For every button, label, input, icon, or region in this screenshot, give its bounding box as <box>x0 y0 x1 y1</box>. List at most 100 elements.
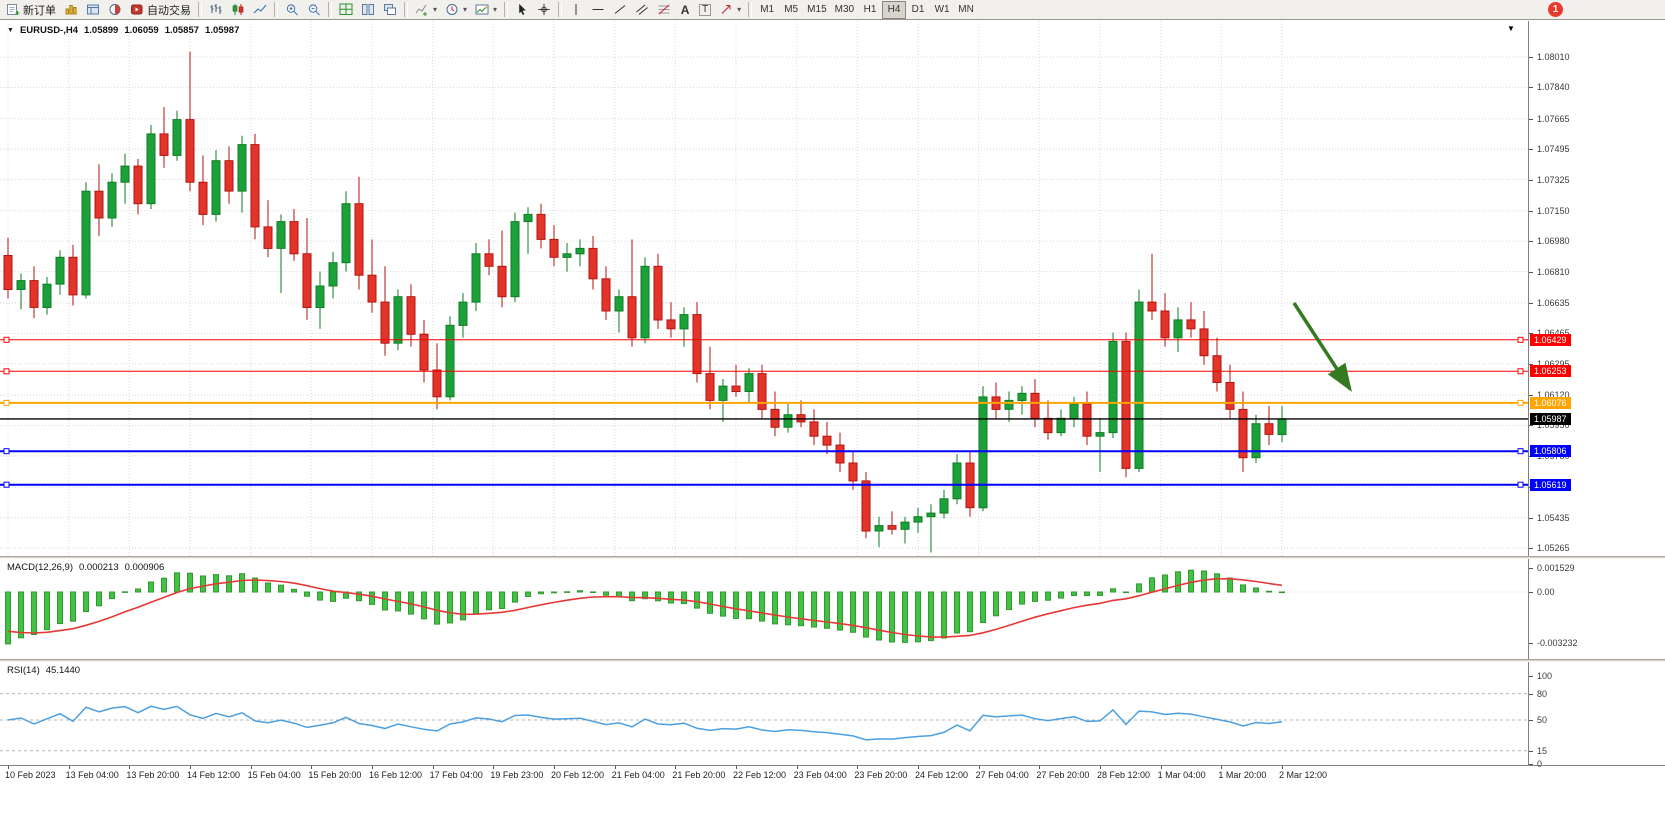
new-order-button[interactable]: 新订单 <box>2 1 60 19</box>
axis-tick-mark <box>1529 676 1533 677</box>
time-label: 15 Feb 04:00 <box>247 770 301 780</box>
panel-splitter[interactable] <box>0 556 1665 559</box>
data-window-button[interactable] <box>104 1 126 19</box>
periods-button[interactable]: ▾ <box>441 1 471 19</box>
axis-tick-mark <box>978 766 980 769</box>
text-tool-button[interactable]: A <box>675 1 695 19</box>
axis-tick-mark <box>432 766 434 769</box>
panel-splitter[interactable] <box>0 659 1665 662</box>
timeframe-m5-button[interactable]: M5 <box>779 1 803 19</box>
label-icon: T <box>699 3 712 16</box>
rsi-chart-svg[interactable] <box>0 662 1528 765</box>
channel-button[interactable] <box>631 1 653 19</box>
tile-windows-button[interactable] <box>335 1 357 19</box>
toolbar-separator <box>328 2 332 17</box>
time-label: 1 Mar 04:00 <box>1157 770 1206 780</box>
vertical-line-button[interactable] <box>565 1 587 19</box>
rsi-scale-label: 80 <box>1537 689 1548 699</box>
macd-chart-svg[interactable] <box>0 559 1528 659</box>
time-axis[interactable]: 10 Feb 2023 13 Feb 04:00 13 Feb 20:00 14 Fe… <box>0 766 1665 784</box>
cascade-windows-button[interactable] <box>379 1 401 19</box>
data-window-icon <box>109 4 121 15</box>
time-label: 23 Feb 20:00 <box>854 770 908 780</box>
axis-tick-mark <box>918 766 919 769</box>
price-tick: 1.05435 <box>1537 513 1570 523</box>
tile-vertical-icon <box>362 4 374 15</box>
timeframe-mn-button[interactable]: MN <box>954 1 978 19</box>
bars-chart-button[interactable] <box>205 1 227 19</box>
chart-close-value: 1.05987 <box>205 25 240 36</box>
notification-badge[interactable]: 1 <box>1548 2 1563 17</box>
time-axis-separator <box>0 765 1665 766</box>
indicators-button[interactable]: ▾ <box>411 1 441 19</box>
market-watch-button[interactable] <box>60 1 82 19</box>
main-chart-svg[interactable] <box>0 21 1528 556</box>
arrows-tool-button[interactable]: ▾ <box>715 1 745 19</box>
new-order-icon <box>7 4 20 15</box>
axis-tick-mark <box>1529 751 1533 752</box>
price-tick: 1.05950 <box>1537 420 1570 430</box>
hline-icon <box>592 9 604 10</box>
time-label: 27 Feb 20:00 <box>1036 770 1090 780</box>
crosshair-button[interactable] <box>533 1 555 19</box>
templates-button[interactable]: ▾ <box>471 1 501 19</box>
axis-tick-mark <box>1529 643 1533 644</box>
time-label: 17 Feb 04:00 <box>429 770 483 780</box>
label-tool-button[interactable]: T <box>695 1 715 19</box>
rsi-panel[interactable]: RSI(14) 45.1440 <box>0 662 1528 765</box>
timeframe-m15-button[interactable]: M15 <box>803 1 830 19</box>
candles-chart-button[interactable] <box>227 1 249 19</box>
axis-tick-mark <box>1529 87 1533 88</box>
timeframe-m30-button[interactable]: M30 <box>831 1 858 19</box>
time-label: 28 Feb 12:00 <box>1097 770 1151 780</box>
chevron-down-icon: ▾ <box>463 5 468 14</box>
autotrading-button[interactable]: 自动交易 <box>126 1 195 19</box>
zoom-in-button[interactable] <box>281 1 303 19</box>
chart-menu-icon[interactable]: ▼ <box>7 27 14 34</box>
axis-tick-mark <box>1529 548 1533 549</box>
timeframe-h4-button[interactable]: H4 <box>882 0 907 19</box>
timeframe-m1-button[interactable]: M1 <box>755 1 779 19</box>
axis-tick-mark <box>493 766 495 769</box>
candles-chart-icon <box>232 4 244 15</box>
price-chart-panel[interactable]: ▼ EURUSD-,H4 1.05899 1.06059 1.05857 1.0… <box>0 21 1528 556</box>
axis-tick-mark <box>129 766 131 769</box>
text-icon: A <box>680 2 690 17</box>
price-scale[interactable]: 1.08010 1.07840 1.07665 1.07495 1.07325 1.071… <box>1528 21 1665 769</box>
navigator-button[interactable] <box>82 1 104 19</box>
rsi-scale-label: 0 <box>1537 759 1543 769</box>
cursor-icon <box>519 3 526 16</box>
time-label: 15 Feb 20:00 <box>308 770 362 780</box>
chart-shift-icon[interactable]: ▼ <box>1507 24 1515 33</box>
zoom-out-button[interactable] <box>303 1 325 19</box>
arrow-annotation <box>1292 302 1352 392</box>
time-label: 24 Feb 12:00 <box>915 770 969 780</box>
rsi-scale-label: 100 <box>1537 671 1553 681</box>
time-label: 2 Mar 12:00 <box>1279 770 1328 780</box>
horizontal-line-button[interactable] <box>587 1 609 19</box>
price-tick: 1.08010 <box>1537 52 1570 62</box>
timeframe-d1-button[interactable]: D1 <box>906 1 930 19</box>
market-watch-icon <box>65 5 77 15</box>
tile-vertical-button[interactable] <box>357 1 379 19</box>
chart-high-value: 1.06059 <box>124 25 159 36</box>
timeframe-w1-button[interactable]: W1 <box>930 1 954 19</box>
fibonacci-button[interactable] <box>653 1 675 19</box>
price-tick: 1.06980 <box>1537 236 1570 246</box>
axis-tick-mark <box>68 766 70 769</box>
trendline-button[interactable] <box>609 1 631 19</box>
axis-tick-mark <box>1529 518 1533 519</box>
price-tick: 1.05265 <box>1537 543 1570 553</box>
macd-panel[interactable]: MACD(12,26,9) 0.000213 0.000906 <box>0 559 1528 659</box>
autotrading-icon <box>131 4 143 15</box>
macd-name: MACD(12,26,9) <box>7 562 73 573</box>
cursor-button[interactable] <box>511 1 533 19</box>
price-level-badge: 1.06429 <box>1530 334 1571 346</box>
bars-chart-icon <box>210 4 222 14</box>
axis-tick-mark <box>1221 766 1223 769</box>
time-label: 13 Feb 04:00 <box>65 770 119 780</box>
line-chart-button[interactable] <box>249 1 271 19</box>
price-tick: 1.06465 <box>1537 328 1570 338</box>
main-toolbar: 新订单 自动交易 <box>0 0 1665 20</box>
timeframe-h1-button[interactable]: H1 <box>858 1 882 19</box>
